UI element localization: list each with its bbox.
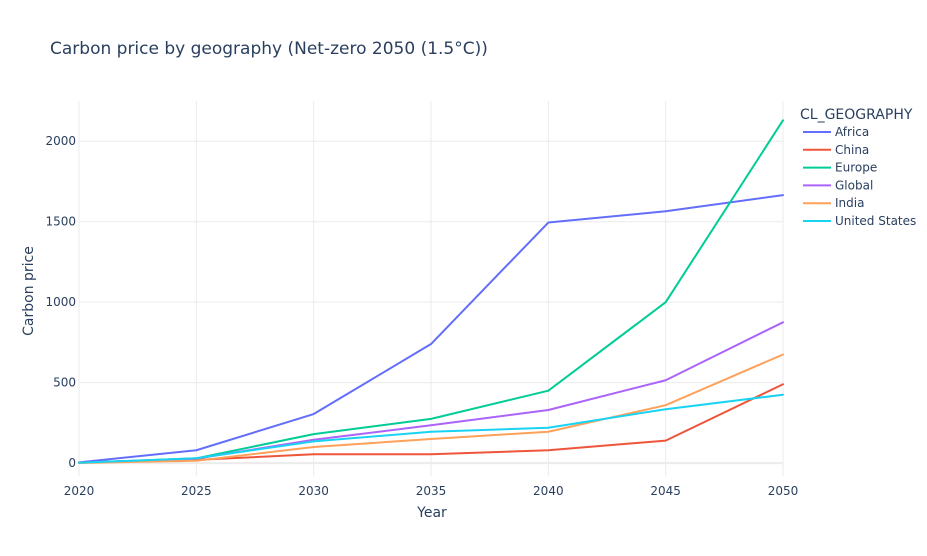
y-tick-label: 0 [68,456,76,470]
legend-items: Africa China Europe Global India United State… [803,125,916,228]
y-tick-label: 1500 [45,215,76,229]
chart-title: Carbon price by geography (Net-zero 2050… [50,39,488,59]
x-tick-label: 2040 [533,484,564,498]
legend-item-global[interactable]: Global [803,178,873,192]
series-line-united-states [78,393,784,464]
x-tick-label: 2050 [768,484,799,498]
x-tick-label: 2020 [64,484,95,498]
x-tick-label: 2030 [298,484,329,498]
legend-item-united-states[interactable]: United States [803,214,916,228]
legend-label: Europe [835,161,877,175]
legend: CL_GEOGRAPHY Africa China Europe Global Indi… [800,107,916,228]
legend-item-india[interactable]: India [803,196,864,210]
legend-label: Africa [835,125,869,139]
legend-item-china[interactable]: China [803,143,869,157]
legend-label: China [835,143,869,157]
series-line-india [78,353,784,464]
x-tick-label: 2035 [416,484,447,498]
legend-title: CL_GEOGRAPHY [800,107,913,123]
x-tick-label: 2045 [650,484,681,498]
series-line-africa [78,194,784,464]
y-tick-label: 2000 [45,134,76,148]
y-tick-label: 1000 [45,295,76,309]
legend-label: Global [835,178,873,192]
x-axis-ticks: 2020 2025 2030 2035 2040 2045 2050 [64,484,799,498]
legend-label: United States [835,214,916,228]
x-axis-label: Year [416,505,447,521]
x-tick-label: 2025 [181,484,212,498]
y-tick-label: 500 [53,376,76,390]
legend-label: India [835,196,864,210]
legend-item-europe[interactable]: Europe [803,161,877,175]
legend-item-africa[interactable]: Africa [803,125,869,139]
y-axis-ticks: 0 500 1000 1500 2000 [45,134,76,470]
y-axis-label: Carbon price [21,246,37,336]
series-layer [78,119,784,464]
